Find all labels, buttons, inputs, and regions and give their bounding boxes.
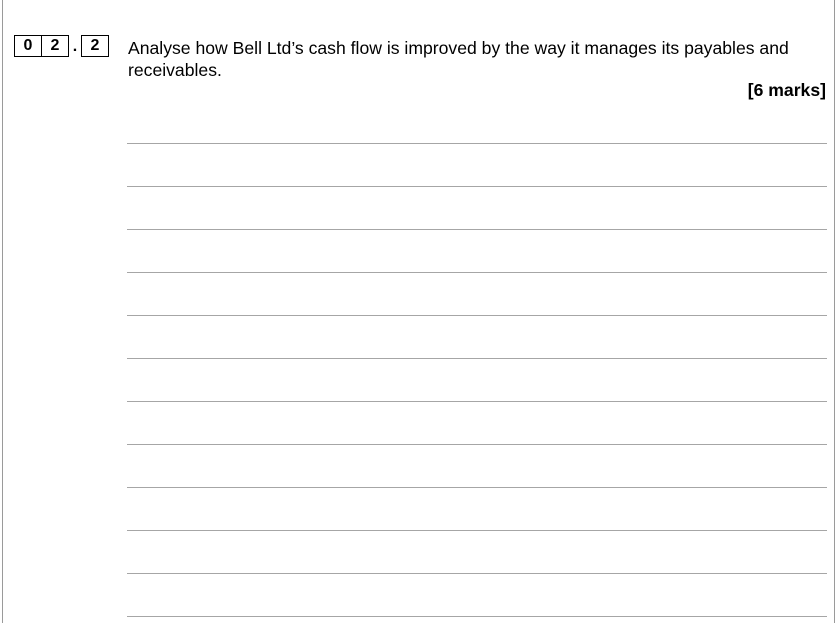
- answer-line: [127, 143, 827, 144]
- answer-line: [127, 272, 827, 273]
- answer-line: [127, 616, 827, 617]
- answer-line: [127, 315, 827, 316]
- question-digit-box: 2: [42, 35, 69, 57]
- question-number: 0 2 . 2: [14, 35, 109, 57]
- answer-line: [127, 358, 827, 359]
- marks-label: [6 marks]: [747, 80, 826, 100]
- question-digit-box: 2: [81, 35, 109, 57]
- question-number-separator: .: [72, 38, 78, 55]
- page-border-left: [2, 0, 3, 623]
- answer-line: [127, 186, 827, 187]
- answer-line: [127, 444, 827, 445]
- answer-line: [127, 530, 827, 531]
- question-digit-box: 0: [14, 35, 42, 57]
- answer-line: [127, 401, 827, 402]
- page-border-right: [834, 0, 835, 623]
- question-text: Analyse how Bell Ltd’s cash flow is impr…: [128, 38, 789, 80]
- answer-line: [127, 229, 827, 230]
- answer-line: [127, 487, 827, 488]
- answer-line: [127, 573, 827, 574]
